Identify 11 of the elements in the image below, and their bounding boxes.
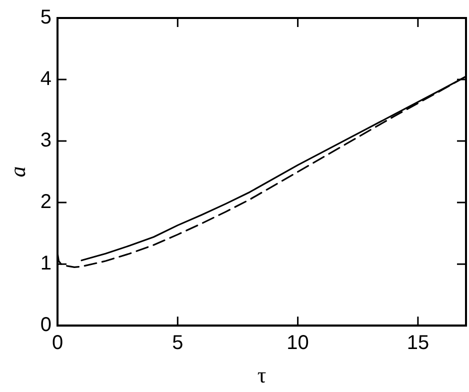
- y-axis-title: a: [4, 166, 30, 178]
- x-tick-label: 15: [406, 332, 430, 354]
- y-tick-label: 1: [40, 252, 52, 275]
- x-tick-label: 5: [172, 332, 184, 354]
- y-tick-label: 4: [40, 68, 52, 90]
- x-tick-label: 10: [286, 332, 309, 354]
- y-tick-label: 0: [40, 314, 52, 336]
- y-tick-label: 3: [40, 130, 52, 152]
- y-tick-label: 2: [40, 191, 52, 214]
- x-axis-title: τ: [257, 362, 266, 388]
- y-tick-label: 5: [40, 6, 52, 29]
